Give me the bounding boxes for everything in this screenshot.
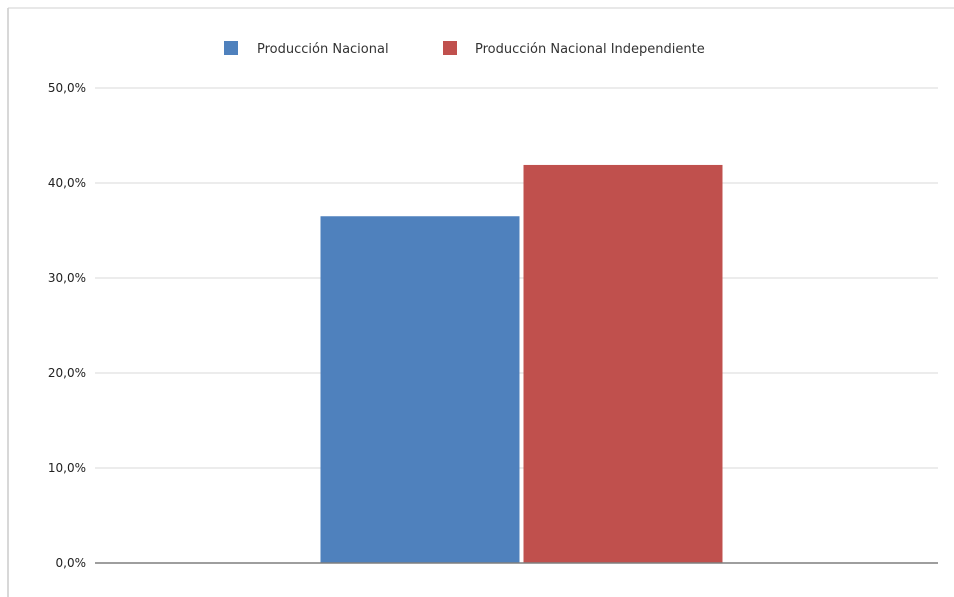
- legend: Producción Nacional Producción Nacional …: [224, 41, 705, 57]
- bars: [320, 164, 723, 563]
- y-tick-label: 10,0%: [48, 461, 86, 475]
- y-tick-label: 0,0%: [56, 556, 87, 570]
- bar-produccion-nacional: [320, 216, 520, 563]
- legend-swatch-produccion-nacional: [224, 41, 238, 55]
- y-tick-label: 50,0%: [48, 81, 86, 95]
- legend-label-produccion-nacional: Producción Nacional: [257, 42, 389, 57]
- bar-produccion-nacional-independiente: [523, 164, 723, 563]
- y-tick-label: 30,0%: [48, 271, 86, 285]
- legend-label-produccion-nacional-independiente: Producción Nacional Independiente: [475, 42, 705, 57]
- y-tick-label: 40,0%: [48, 176, 86, 190]
- legend-swatch-produccion-nacional-independiente: [443, 41, 457, 55]
- y-tick-label: 20,0%: [48, 366, 86, 380]
- y-axis-ticks: 0,0% 10,0% 20,0% 30,0% 40,0% 50,0%: [48, 81, 86, 570]
